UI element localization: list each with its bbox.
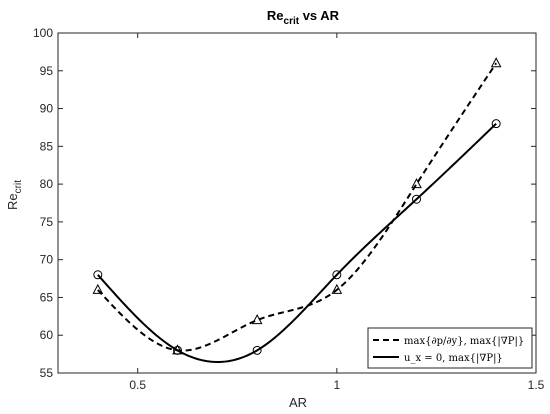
series-line-1 [97,62,498,352]
data-point-triangle [92,283,104,294]
y-tick-label: 90 [40,102,54,116]
data-point-circle [491,119,501,129]
legend-label-2: u_x = 0, max{|∇P|} [404,353,503,364]
y-axis-label: Recrit [5,180,24,210]
x-tick-label: 1 [333,378,340,392]
y-tick-label: 95 [40,64,54,78]
data-point-triangle [251,314,263,325]
x-tick-label: 1.5 [528,378,545,392]
y-tick-label: 80 [40,177,54,191]
data-point-circle [412,194,421,204]
data-point-circle [332,270,342,280]
y-tick-label: 70 [40,253,54,267]
y-tick-label: 100 [33,26,53,40]
x-tick-label: 0.5 [129,378,146,392]
data-point-circle [252,345,262,355]
chart-title: Recrit vs AR [267,8,340,27]
y-tick-label: 65 [40,290,54,304]
x-axis-label: AR [289,395,307,410]
y-tick-label: 55 [40,366,54,380]
y-tick-label: 60 [40,328,54,342]
legend: max{∂p/∂y}, max{|∇P|} u_x = 0, max{|∇P|} [367,327,533,369]
legend-box [367,327,533,369]
series-line-2 [97,122,497,363]
series-layer [92,57,502,363]
legend-label-1: max{∂p/∂y}, max{|∇P|} [404,336,524,347]
y-tick-label: 75 [40,215,54,229]
data-point-triangle [490,57,502,68]
data-point-triangle [411,178,422,189]
data-point-circle [93,270,103,280]
data-point-circle [173,345,182,355]
data-point-triangle [331,283,343,294]
y-tick-label: 85 [40,139,54,153]
